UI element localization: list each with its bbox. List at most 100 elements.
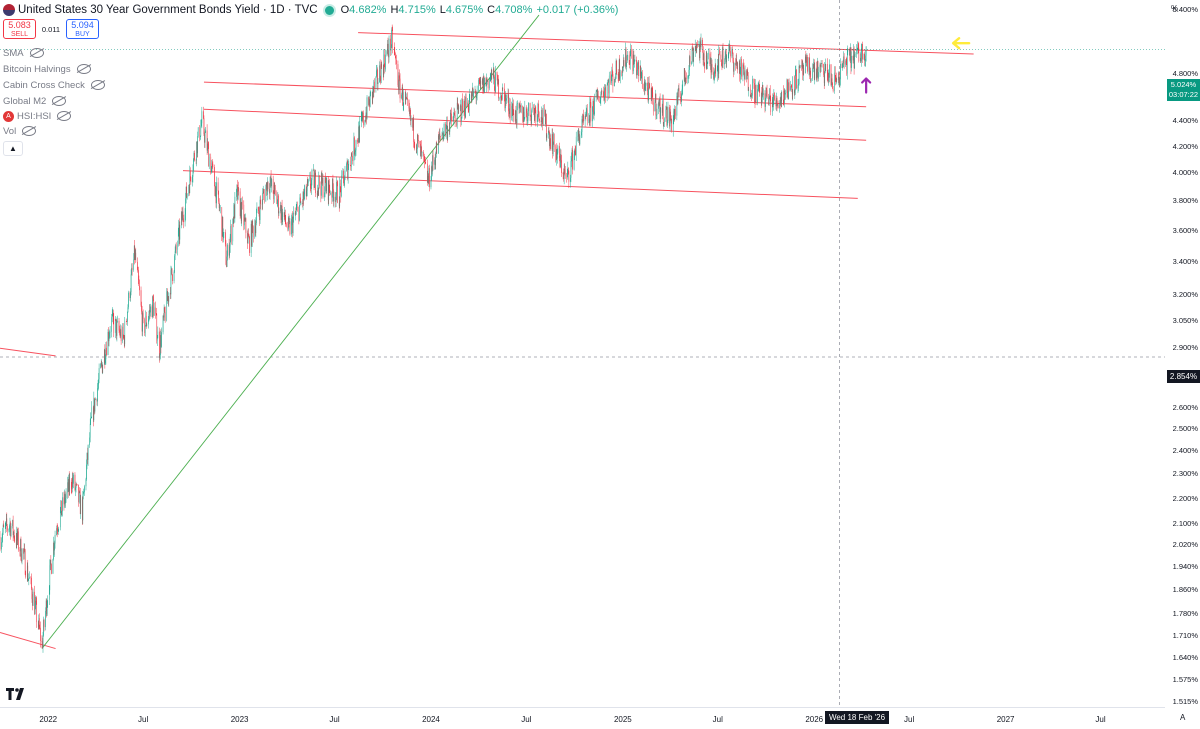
indicator-hsi[interactable]: A HSI:HSI bbox=[3, 109, 71, 123]
candle-body bbox=[854, 55, 855, 69]
candle-body bbox=[795, 71, 796, 90]
indicator-global-m2[interactable]: Global M2 bbox=[3, 94, 66, 108]
candle-body bbox=[435, 157, 436, 165]
candle-body bbox=[192, 177, 193, 182]
drawings-layer[interactable] bbox=[0, 15, 974, 649]
indicator-sma[interactable]: SMA bbox=[3, 46, 44, 60]
hidden-eye-icon[interactable] bbox=[52, 96, 66, 106]
candle-body bbox=[328, 177, 329, 200]
candle-body bbox=[688, 76, 689, 78]
candle-body bbox=[155, 307, 156, 313]
candle-body bbox=[47, 605, 48, 614]
candle-body bbox=[169, 293, 170, 302]
candle-body bbox=[730, 45, 731, 51]
candle-body bbox=[743, 64, 744, 76]
candle-body bbox=[207, 144, 208, 151]
candle-body bbox=[275, 188, 276, 193]
candle-body bbox=[61, 501, 62, 511]
candle-body bbox=[770, 98, 771, 111]
candle-body bbox=[626, 63, 627, 67]
candle-body bbox=[751, 96, 752, 97]
candle-body bbox=[758, 85, 759, 90]
candle-body bbox=[550, 138, 551, 146]
candle-body bbox=[607, 85, 608, 97]
price-axis[interactable]: 5.400%4.800%4.600%4.400%4.200%4.000%3.80… bbox=[1165, 0, 1200, 728]
collapse-legend-button[interactable]: ▲ bbox=[3, 141, 23, 156]
candle-body bbox=[440, 133, 441, 136]
candle-body bbox=[177, 244, 178, 249]
candle-body bbox=[310, 177, 311, 180]
candle-body bbox=[721, 55, 722, 60]
candle-body bbox=[156, 314, 157, 340]
candle-body bbox=[318, 176, 319, 190]
candle-body bbox=[402, 87, 403, 94]
candle-body bbox=[377, 69, 378, 84]
candle-body bbox=[451, 113, 452, 114]
indicator-bitcoin-halvings[interactable]: Bitcoin Halvings bbox=[3, 62, 91, 76]
symbol-title[interactable]: United States 30 Year Government Bonds Y… bbox=[18, 4, 318, 16]
candle-body bbox=[73, 475, 74, 484]
candle-body bbox=[458, 106, 459, 109]
candle-body bbox=[357, 140, 358, 142]
candle-body bbox=[185, 198, 186, 214]
tradingview-logo-icon[interactable] bbox=[6, 688, 28, 700]
candle-body bbox=[472, 91, 473, 102]
candle-body bbox=[864, 54, 865, 59]
candle-body bbox=[537, 115, 538, 122]
candle-body bbox=[299, 205, 300, 220]
auto-scale-button[interactable]: A bbox=[1180, 713, 1185, 722]
candle-body bbox=[597, 90, 598, 97]
price-tick-label: 2.600% bbox=[1173, 403, 1198, 413]
candle-body bbox=[108, 332, 109, 341]
candle-body bbox=[751, 96, 752, 97]
candle-body bbox=[851, 47, 852, 68]
hidden-eye-icon[interactable] bbox=[91, 80, 105, 90]
candle-body bbox=[725, 49, 726, 56]
price-tick-label: 4.800% bbox=[1173, 69, 1198, 79]
symbol-header: United States 30 Year Government Bonds Y… bbox=[3, 2, 618, 18]
hidden-eye-icon[interactable] bbox=[30, 48, 44, 58]
candle-body bbox=[94, 398, 95, 412]
candle-body bbox=[498, 79, 499, 98]
candle-body bbox=[32, 588, 33, 599]
candle-body bbox=[512, 106, 513, 115]
candle-body bbox=[791, 86, 792, 87]
candle-body bbox=[138, 270, 139, 280]
indicator-vol[interactable]: Vol bbox=[3, 124, 36, 138]
candle-body bbox=[519, 104, 520, 109]
candle-body bbox=[561, 160, 562, 173]
candle-body bbox=[638, 62, 639, 63]
candle-body bbox=[842, 64, 843, 68]
candle-body bbox=[363, 113, 364, 125]
indicator-cabin-cross-check[interactable]: Cabin Cross Check bbox=[3, 78, 105, 92]
candle-body bbox=[346, 164, 347, 171]
hidden-eye-icon[interactable] bbox=[57, 111, 71, 121]
candle-body bbox=[473, 91, 474, 97]
candle-body bbox=[181, 212, 182, 225]
candle-body bbox=[801, 65, 802, 67]
candle-body bbox=[131, 275, 132, 293]
candle-body bbox=[647, 83, 648, 91]
candle-body bbox=[644, 88, 645, 90]
candle-body bbox=[784, 91, 785, 103]
candle-body bbox=[755, 102, 756, 103]
candle-body bbox=[622, 72, 623, 76]
candle-body bbox=[153, 299, 154, 316]
candle-body bbox=[252, 221, 253, 245]
candle-body bbox=[315, 173, 316, 177]
hidden-eye-icon[interactable] bbox=[77, 64, 91, 74]
candle-body bbox=[350, 165, 351, 167]
candle-body bbox=[197, 142, 198, 154]
hidden-eye-icon[interactable] bbox=[22, 126, 36, 136]
candle-body bbox=[330, 193, 331, 194]
candle-body bbox=[840, 64, 841, 79]
candle-body bbox=[748, 75, 749, 90]
candle-body bbox=[679, 88, 680, 97]
candle-body bbox=[655, 103, 656, 112]
candle-body bbox=[418, 140, 419, 141]
candle-body bbox=[124, 321, 125, 344]
